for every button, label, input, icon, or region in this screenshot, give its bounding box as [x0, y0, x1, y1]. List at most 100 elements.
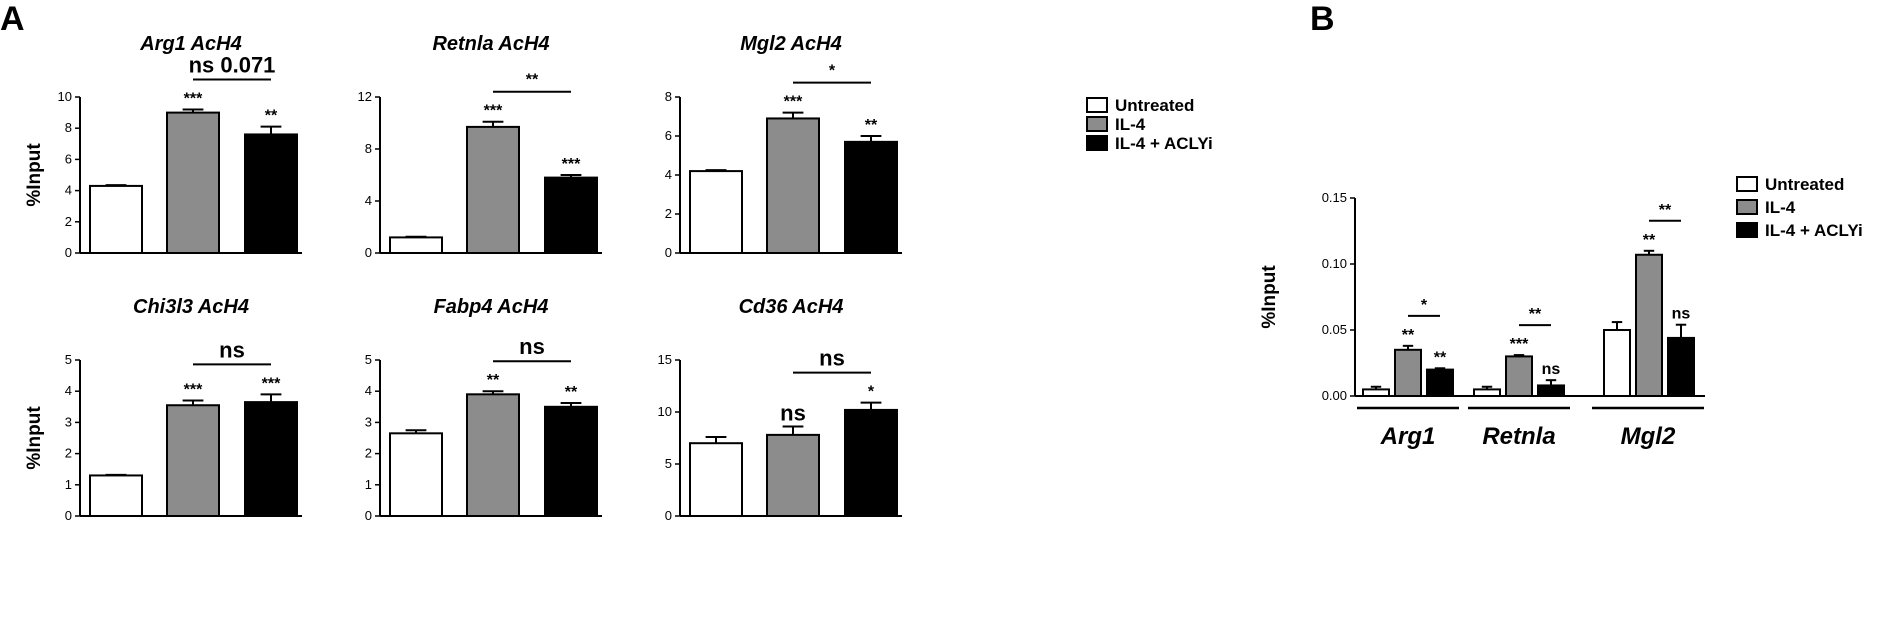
significance-label: *** — [184, 382, 203, 399]
bar-3 — [244, 401, 298, 517]
bar-1 — [89, 474, 143, 518]
y-tick-label: 10 — [58, 89, 72, 104]
comparison-label: * — [829, 63, 836, 80]
y-tick-label: 1 — [65, 477, 72, 492]
bar-1 — [389, 236, 443, 254]
panel-letter-b: B — [1310, 0, 1335, 38]
chart-title: Arg1 AcH4 — [139, 33, 242, 55]
y-tick-label: 0.00 — [1322, 388, 1347, 403]
bar-retnla-1 — [1473, 388, 1501, 397]
group-label: Arg1 — [1380, 423, 1436, 450]
significance-label: *** — [484, 103, 503, 120]
y-tick-label: 5 — [365, 352, 372, 367]
comparison-label: ns — [519, 334, 545, 359]
significance-label: *** — [184, 90, 203, 107]
chart-title: Chi3l3 AcH4 — [133, 296, 249, 318]
bar-3 — [844, 140, 898, 255]
bar-3 — [844, 408, 898, 518]
y-tick-label: 4 — [365, 383, 372, 398]
y-tick-label: 2 — [365, 446, 372, 461]
chart-title: Fabp4 AcH4 — [434, 296, 549, 318]
significance-label: *** — [262, 375, 281, 392]
significance-label: ** — [865, 117, 878, 134]
y-tick-label: 2 — [65, 446, 72, 461]
bar-3 — [244, 133, 298, 254]
y-tick-label: 8 — [365, 141, 372, 156]
legend-label-2: IL-4 — [1765, 198, 1796, 217]
chart-title: Retnla AcH4 — [432, 33, 549, 55]
y-tick-label: 6 — [65, 151, 72, 166]
bar-1 — [689, 170, 743, 255]
bar-1 — [389, 432, 443, 518]
y-tick-label: 0 — [65, 245, 72, 260]
bar-2 — [766, 117, 820, 254]
chart-title: Mgl2 AcH4 — [740, 33, 842, 55]
y-tick-label: 0 — [665, 508, 672, 523]
chart-cd36-ach4: 0 5 10 15 Cd36 AcH4 ns * ns — [658, 296, 902, 523]
y-tick-label: 0 — [665, 245, 672, 260]
y-tick-label: 3 — [365, 414, 372, 429]
y-tick-label: 0 — [365, 245, 372, 260]
y-tick-label: 4 — [665, 167, 672, 182]
comparison-label: ns 0.071 — [189, 52, 276, 77]
y-tick-label: 2 — [665, 206, 672, 221]
significance-label: ** — [265, 108, 278, 125]
group-label: Mgl2 — [1621, 423, 1676, 450]
legend-label-3: IL-4 + ACLYi — [1765, 221, 1863, 240]
y-tick-label: 2 — [65, 214, 72, 229]
y-tick-label: 0 — [365, 508, 372, 523]
panel-letter-a: A — [0, 0, 25, 38]
bar-2 — [166, 111, 220, 254]
y-tick-label: 5 — [665, 456, 672, 471]
legend-swatch-1 — [1736, 176, 1758, 192]
legend-swatch-3 — [1736, 222, 1758, 238]
bar-2 — [466, 125, 520, 254]
significance-label: ** — [1643, 232, 1656, 249]
legend-label-1: Untreated — [1765, 175, 1844, 194]
legend-swatch-3 — [1086, 135, 1108, 151]
y-tick-label: 5 — [65, 352, 72, 367]
comparison-label: ** — [526, 72, 539, 89]
y-tick-label: 4 — [65, 183, 72, 198]
y-axis-label: %Input — [24, 143, 45, 207]
significance-label: ns — [780, 401, 806, 426]
legend-swatch-1 — [1086, 97, 1108, 113]
y-tick-label: 0.05 — [1322, 322, 1347, 337]
bar-retnla-3 — [1537, 384, 1565, 398]
bar-3 — [544, 405, 598, 517]
bar-arg1-3 — [1426, 368, 1454, 398]
bar-2 — [766, 433, 820, 518]
significance-label: *** — [784, 94, 803, 111]
y-tick-label: 8 — [65, 120, 72, 135]
significance-label: ** — [1434, 349, 1447, 366]
y-tick-label: 0.15 — [1322, 190, 1347, 205]
bar-mgl2-1 — [1603, 329, 1631, 397]
bar-retnla-2 — [1505, 355, 1533, 397]
bar-arg1-2 — [1394, 348, 1422, 397]
y-axis-label: %Input — [24, 406, 45, 470]
y-tick-label: 4 — [65, 383, 72, 398]
chart-panel-b-grouped: 0.000.050.100.15%Input****Arg1****nsRetn… — [1259, 190, 1705, 450]
bar-arg1-1 — [1362, 388, 1390, 397]
chart-fabp4-ach4: 0 1 2 3 4 5 Fabp4 AcH4 ** ** ns — [365, 296, 602, 523]
y-tick-label: 4 — [365, 193, 372, 208]
bar-2 — [466, 393, 520, 518]
bar-mgl2-2 — [1635, 253, 1663, 397]
comparison-label: ns — [819, 346, 845, 371]
bar-1 — [89, 184, 143, 254]
y-tick-label: 0.10 — [1322, 256, 1347, 271]
y-tick-label: 12 — [358, 89, 372, 104]
y-tick-label: 15 — [658, 352, 672, 367]
legend-swatch-2 — [1736, 199, 1758, 215]
comparison-label: * — [1421, 297, 1428, 314]
significance-label: *** — [1510, 336, 1529, 353]
comparison-label: ** — [1659, 202, 1672, 219]
bar-2 — [166, 404, 220, 517]
y-tick-label: 6 — [665, 128, 672, 143]
bar-mgl2-3 — [1667, 336, 1695, 398]
group-label: Retnla — [1482, 423, 1555, 450]
